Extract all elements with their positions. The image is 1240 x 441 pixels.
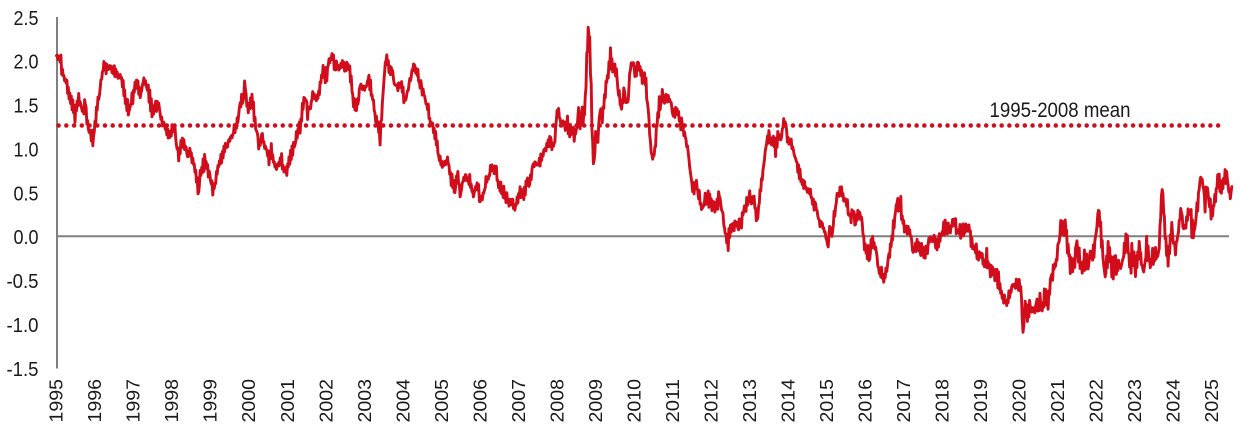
svg-text:2014: 2014 [778,379,798,423]
svg-text:2011: 2011 [663,379,683,423]
svg-text:2006: 2006 [470,379,490,423]
svg-text:2.0: 2.0 [14,52,39,74]
svg-text:2010: 2010 [624,379,644,423]
svg-text:0.5: 0.5 [14,183,39,205]
svg-text:2019: 2019 [971,379,991,423]
svg-text:2021: 2021 [1048,379,1068,423]
svg-text:2.5: 2.5 [14,8,39,30]
svg-text:2025: 2025 [1202,379,1222,423]
svg-text:2002: 2002 [316,379,336,423]
svg-text:2013: 2013 [740,379,760,423]
svg-text:1999: 1999 [201,379,221,423]
svg-text:1995-2008 mean: 1995-2008 mean [990,99,1131,122]
svg-text:-0.5: -0.5 [7,271,39,293]
svg-text:2000: 2000 [239,379,259,423]
svg-text:2020: 2020 [1010,379,1030,423]
svg-text:1996: 1996 [85,379,105,423]
svg-text:2015: 2015 [817,379,837,423]
svg-text:2023: 2023 [1125,379,1145,423]
svg-text:1997: 1997 [124,379,144,423]
svg-text:1.0: 1.0 [14,139,39,161]
svg-text:2008: 2008 [547,379,567,423]
svg-text:2005: 2005 [432,379,452,423]
svg-text:2016: 2016 [855,379,875,423]
svg-text:2004: 2004 [393,379,413,423]
svg-text:2001: 2001 [278,379,298,423]
svg-text:2024: 2024 [1164,379,1184,423]
svg-text:1998: 1998 [162,379,182,423]
svg-text:2003: 2003 [355,379,375,423]
svg-text:1.5: 1.5 [14,96,39,118]
svg-text:2018: 2018 [932,379,952,423]
svg-text:-1.5: -1.5 [7,359,39,381]
svg-text:0.0: 0.0 [14,227,39,249]
svg-text:-1.0: -1.0 [7,315,39,337]
svg-text:2022: 2022 [1087,379,1107,423]
svg-text:2012: 2012 [701,379,721,423]
svg-text:2007: 2007 [509,379,529,423]
svg-text:2017: 2017 [894,379,914,423]
svg-text:2009: 2009 [586,379,606,423]
svg-text:1995: 1995 [47,379,67,423]
